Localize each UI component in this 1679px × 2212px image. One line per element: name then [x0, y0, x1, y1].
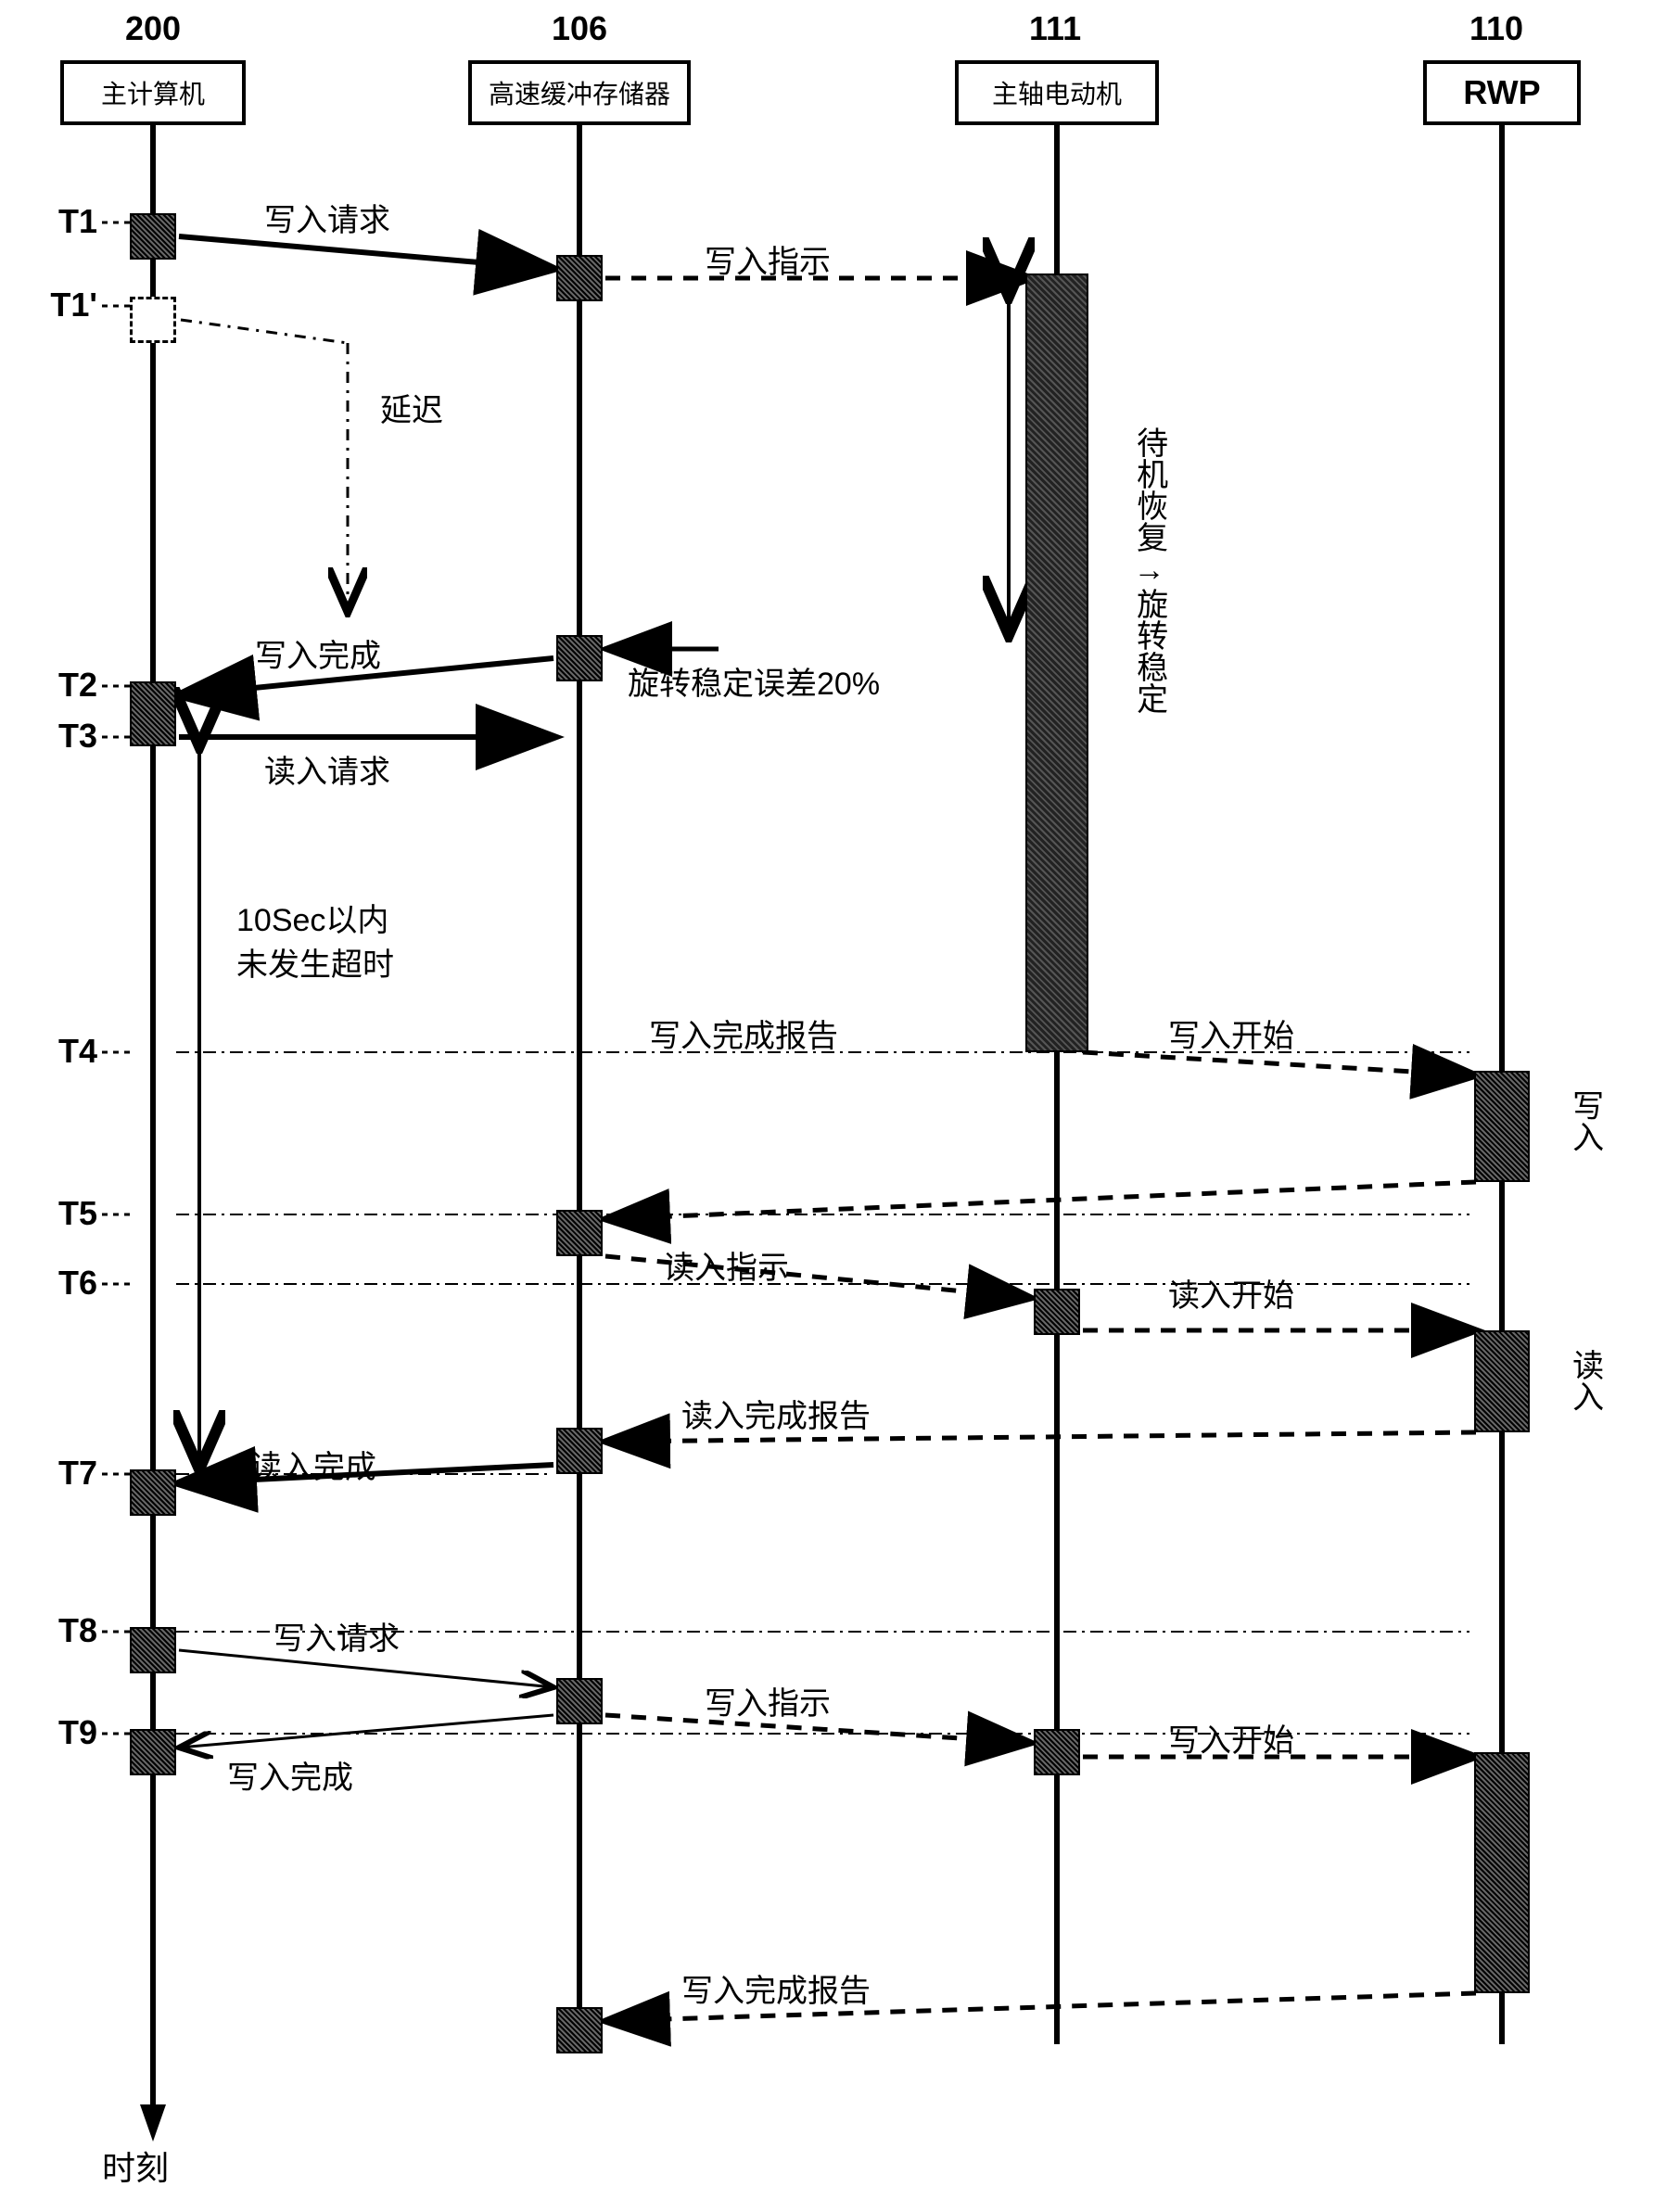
- message-label-6: 写入完成报告: [649, 1011, 838, 1056]
- header-rwp: RWP: [1423, 60, 1581, 125]
- header-num-rwp: 110: [1469, 9, 1523, 48]
- activation-host-12: [130, 1627, 176, 1673]
- message-label-11: 读入完成: [250, 1442, 376, 1487]
- spindle-vertical-label: 待机恢复→旋转稳定: [1126, 426, 1171, 714]
- header-num-host: 200: [125, 9, 181, 48]
- time-label-T6: T6: [19, 1264, 97, 1303]
- activation-cache-4: [556, 635, 603, 681]
- header-spindle: 主轴电动机: [955, 60, 1159, 125]
- activation-host-0: [130, 213, 176, 260]
- message-label-12: 写入请求: [273, 1613, 400, 1659]
- time-label-T8: T8: [19, 1611, 97, 1650]
- message-label-1: 写入指示: [705, 236, 831, 282]
- lifeline-host: [150, 125, 156, 2123]
- header-num-cache: 106: [552, 9, 607, 48]
- activation-rwp-6: [1474, 1071, 1530, 1182]
- time-label-T1: T1: [19, 202, 97, 241]
- message-label-5: 写入开始: [1168, 1011, 1294, 1056]
- activation-rwp-9: [1474, 1330, 1530, 1432]
- activation-host-11: [130, 1469, 176, 1516]
- activation-cache-17: [556, 2007, 603, 2053]
- timeout-note-line1: 10Sec以内: [236, 899, 394, 944]
- time-label-T3: T3: [19, 717, 97, 756]
- message-label-15: 写入开始: [1168, 1715, 1294, 1761]
- sequence-diagram: 200 主计算机 106 高速缓冲存储器 111 主轴电动机 110 RWP 待…: [19, 19, 1660, 2193]
- message-label-3: 旋转稳定误差20%: [628, 658, 880, 704]
- axis-label: 时刻: [102, 2142, 169, 2190]
- message-label-14: 写入完成: [227, 1752, 353, 1798]
- time-label-T7: T7: [19, 1454, 97, 1493]
- activation-host-1: [130, 297, 176, 343]
- message-label-13: 写入指示: [705, 1678, 831, 1723]
- time-label-T4: T4: [19, 1032, 97, 1071]
- timeout-note-line2: 未发生超时: [236, 944, 394, 988]
- message-label-16: 写入完成报告: [681, 1965, 871, 2011]
- time-label-T1p: T1': [19, 286, 97, 324]
- activation-spindle-8: [1034, 1289, 1080, 1335]
- message-label-0: 写入请求: [264, 195, 390, 240]
- activation-rwp-16: [1474, 1752, 1530, 1993]
- activation-host-5: [130, 681, 176, 746]
- side-read-label: 读入: [1562, 1349, 1607, 1412]
- activation-cache-13: [556, 1678, 603, 1724]
- header-host-label: 主计算机: [101, 74, 205, 111]
- message-label-4: 读入请求: [264, 746, 390, 792]
- delay-label: 延迟: [380, 385, 443, 430]
- timeout-note: 10Sec以内 未发生超时: [236, 899, 394, 987]
- message-label-9: 读入开始: [1168, 1270, 1294, 1316]
- header-cache-label: 高速缓冲存储器: [489, 74, 670, 111]
- message-label-8: 读入指示: [663, 1242, 789, 1288]
- message-label-2: 写入完成: [255, 630, 381, 676]
- activation-host-15: [130, 1729, 176, 1775]
- message-label-10: 读入完成报告: [681, 1391, 871, 1436]
- activation-cache-2: [556, 255, 603, 301]
- header-cache: 高速缓冲存储器: [468, 60, 691, 125]
- time-label-T9: T9: [19, 1713, 97, 1752]
- activation-cache-7: [556, 1210, 603, 1256]
- header-rwp-label: RWP: [1463, 73, 1540, 112]
- lifeline-cache: [577, 125, 582, 2044]
- activation-spindle-3: [1025, 273, 1088, 1052]
- activation-spindle-14: [1034, 1729, 1080, 1775]
- header-num-spindle: 111: [1029, 9, 1081, 48]
- activation-cache-10: [556, 1428, 603, 1474]
- time-label-T2: T2: [19, 666, 97, 705]
- header-host: 主计算机: [60, 60, 246, 125]
- side-write-label: 写入: [1562, 1089, 1607, 1152]
- svg-overlay: [19, 19, 1660, 2193]
- time-label-T5: T5: [19, 1194, 97, 1233]
- header-spindle-label: 主轴电动机: [992, 74, 1122, 111]
